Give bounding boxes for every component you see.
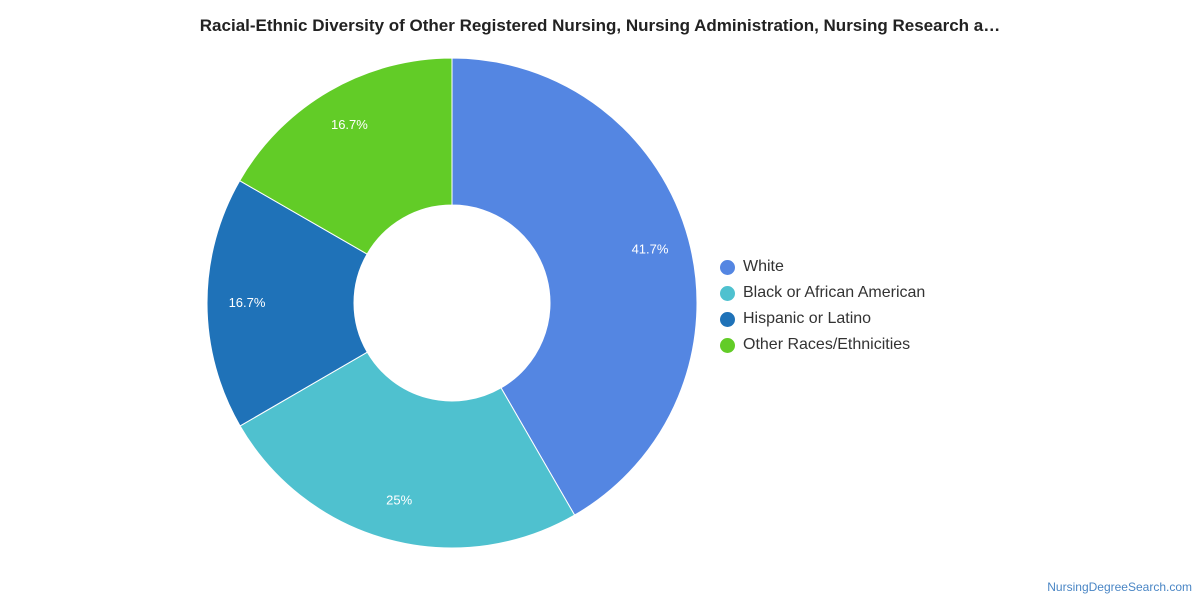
legend-swatch: [720, 311, 735, 327]
legend-item[interactable]: Black or African American: [720, 280, 925, 306]
slice-data-label: 16.7%: [331, 117, 368, 132]
watermark-link[interactable]: NursingDegreeSearch.com: [1047, 580, 1192, 594]
legend-item[interactable]: Other Races/Ethnicities: [720, 332, 925, 358]
slice-data-label: 25%: [386, 493, 412, 508]
donut-slice-black-or-african-american[interactable]: [239, 351, 576, 549]
legend: White Black or African American Hispanic o…: [720, 254, 925, 358]
slice-data-label: 16.7%: [229, 295, 266, 310]
chart-title: Racial-Ethnic Diversity of Other Registe…: [199, 16, 1001, 35]
legend-swatch: [720, 259, 735, 275]
slice-data-label: 41.7%: [632, 241, 669, 256]
legend-label: Black or African American: [743, 284, 926, 301]
legend-label: White: [743, 258, 784, 275]
legend-label: Hispanic or Latino: [743, 310, 872, 327]
donut-slice-white[interactable]: [451, 57, 698, 516]
donut-slice-other-races-ethnicities[interactable]: [239, 57, 453, 255]
legend-item[interactable]: Hispanic or Latino: [720, 306, 925, 332]
legend-label: Other Races/Ethnicities: [743, 336, 911, 353]
legend-item[interactable]: White: [720, 254, 925, 280]
legend-swatch: [720, 285, 735, 301]
legend-swatch: [720, 337, 735, 353]
donut-slice-hispanic-or-latino[interactable]: [206, 180, 368, 427]
